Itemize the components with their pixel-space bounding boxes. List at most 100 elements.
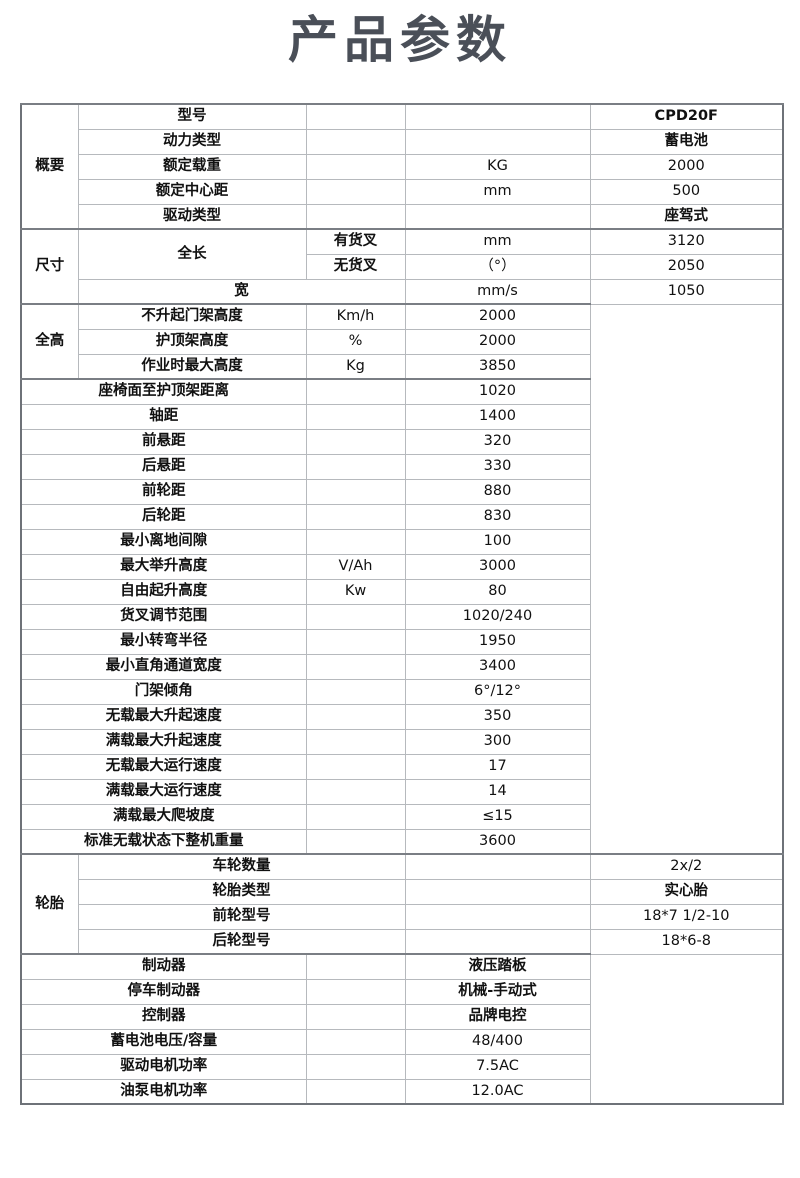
- value-cell: 48/400: [404, 1028, 591, 1055]
- value-cell: 品牌电控: [404, 1003, 591, 1030]
- value-cell: 300: [404, 728, 591, 755]
- value-cell: 7.5AC: [404, 1053, 591, 1080]
- parameter-name: 最小转弯半径: [20, 628, 307, 655]
- table-row: 标准无载状态下整机重量 3600: [20, 828, 783, 855]
- category-label: 概要: [20, 103, 79, 230]
- table-row: 全高 不升起门架高度 Km/h 2000: [20, 303, 783, 380]
- table-row: 护顶架高度% 2000: [21, 328, 783, 355]
- unit-cell: mm/s: [404, 278, 591, 305]
- parameter-name: 后轮型号: [77, 928, 406, 955]
- value-cell: 蓄电池: [589, 128, 784, 155]
- parameter-name: 前轮距: [20, 478, 307, 505]
- empty-cell: [404, 203, 591, 230]
- parameter-name: 轴距: [20, 403, 307, 430]
- value-cell: CPD20F: [589, 103, 784, 130]
- empty-cell: [305, 953, 406, 980]
- table-row: 最大举升高度 V/Ah 3000: [20, 553, 783, 580]
- table-row: 满载最大运行速度 14: [20, 778, 783, 805]
- empty-cell: [305, 1053, 406, 1080]
- empty-cell: [305, 828, 406, 855]
- empty-cell: [305, 128, 406, 155]
- value-cell: 830: [404, 503, 591, 530]
- spec-table-body: 概要 型号 CPD20F 动力类型 蓄电池 额定载重 KG 2000 额定中心距 mm 500 驱动类…: [20, 103, 784, 1105]
- value-cell: 1950: [404, 628, 591, 655]
- parameter-name: 驱动类型: [77, 203, 307, 230]
- value-cell: 1400: [404, 403, 591, 430]
- table-row: 动力类型 蓄电池: [21, 128, 784, 155]
- parameter-name: 前悬距: [20, 428, 307, 455]
- empty-cell: [305, 428, 406, 455]
- empty-cell: [305, 1078, 406, 1105]
- parameter-name: 车轮数量: [77, 853, 406, 880]
- page-title: 产品参数: [288, 11, 512, 69]
- unit-cell: mm: [404, 228, 591, 255]
- parameter-name: 最大举升高度: [20, 553, 307, 580]
- value-cell: 机械-手动式: [404, 978, 591, 1005]
- unit-cell: KG: [404, 153, 591, 180]
- value-cell: 500: [589, 178, 784, 205]
- parameter-subname: 护顶架高度: [77, 328, 307, 355]
- value-cell: 350: [404, 703, 591, 730]
- empty-cell: [305, 603, 406, 630]
- table-row: 前轮型号 18*7 1/2-10: [21, 903, 784, 930]
- value-cell: 液压踏板: [404, 953, 591, 980]
- parameter-name: 控制器: [20, 1003, 307, 1030]
- value-cell: 3600: [404, 828, 591, 855]
- parameter-name: 无载最大运行速度: [20, 753, 307, 780]
- product-spec-table: 概要 型号 CPD20F 动力类型 蓄电池 额定载重 KG 2000 额定中心距 mm 500 驱动类…: [20, 103, 784, 1105]
- table-row: 驱动类型 座驾式: [21, 203, 784, 230]
- value-cell: 2000: [404, 303, 591, 330]
- table-row: 满载最大升起速度 300: [20, 728, 783, 755]
- value-cell: 18*7 1/2-10: [589, 903, 784, 930]
- empty-cell: [305, 753, 406, 780]
- unit-cell: Kw: [305, 578, 406, 605]
- value-cell: 18*6-8: [589, 928, 784, 955]
- table-row: 概要 型号 CPD20F: [20, 103, 784, 230]
- table-row: 无货叉 （°） 2050: [21, 253, 784, 280]
- empty-cell: [404, 853, 591, 880]
- value-cell: 实心胎: [589, 878, 784, 905]
- table-row: 宽 mm/s 1050: [21, 278, 784, 305]
- parameter-name: 轮胎类型: [77, 878, 406, 905]
- empty-cell: [305, 153, 406, 180]
- empty-cell: [305, 778, 406, 805]
- value-cell: 2000: [589, 153, 784, 180]
- value-cell: 2000: [404, 328, 591, 355]
- table-row: 作业时最大高度 Kg 3850: [21, 353, 783, 380]
- parameter-name: 停车制动器: [20, 978, 307, 1005]
- value-cell: 3850: [404, 353, 591, 380]
- empty-cell: [305, 403, 406, 430]
- table-row: 前悬距 320: [20, 428, 783, 455]
- empty-cell: [305, 703, 406, 730]
- spec-table-container: 概要 型号 CPD20F 动力类型 蓄电池 额定载重 KG 2000 额定中心距 mm 500 驱动类…: [20, 103, 784, 1105]
- value-cell: 6°/12°: [404, 678, 591, 705]
- value-cell: 14: [404, 778, 591, 805]
- empty-cell: [305, 803, 406, 830]
- value-cell: 2050: [589, 253, 784, 280]
- value-cell: 320: [404, 428, 591, 455]
- empty-cell: [305, 103, 406, 130]
- table-row: 后轮型号 18*6-8: [21, 928, 784, 955]
- category-label: 轮胎: [20, 853, 79, 955]
- value-cell: 17: [404, 753, 591, 780]
- empty-cell: [305, 503, 406, 530]
- unit-cell: Km/h: [305, 303, 406, 330]
- table-row: 后悬距 330: [20, 453, 783, 480]
- table-row: 油泵电机功率 12.0AC: [20, 1078, 783, 1105]
- table-row: 无载最大升起速度 350: [20, 703, 783, 730]
- parameter-name: 蓄电池电压/容量: [20, 1028, 307, 1055]
- parameter-name: 门架倾角: [20, 678, 307, 705]
- parameter-subname: 无货叉: [305, 253, 406, 280]
- empty-cell: [404, 103, 591, 130]
- empty-cell: [305, 178, 406, 205]
- value-cell: 3000: [404, 553, 591, 580]
- parameter-name: 宽: [77, 278, 406, 305]
- parameter-name: 标准无载状态下整机重量: [20, 828, 307, 855]
- table-row: 座椅面至护顶架距离 1020: [20, 378, 783, 405]
- table-row: 前轮距 880: [20, 478, 783, 505]
- table-row: 尺寸 全长 有货叉 mm 3120: [20, 228, 784, 305]
- empty-cell: [305, 1028, 406, 1055]
- table-row: 制动器 液压踏板: [20, 953, 783, 980]
- parameter-name: 自由起升高度: [20, 578, 307, 605]
- table-row: 最小转弯半径 1950: [20, 628, 783, 655]
